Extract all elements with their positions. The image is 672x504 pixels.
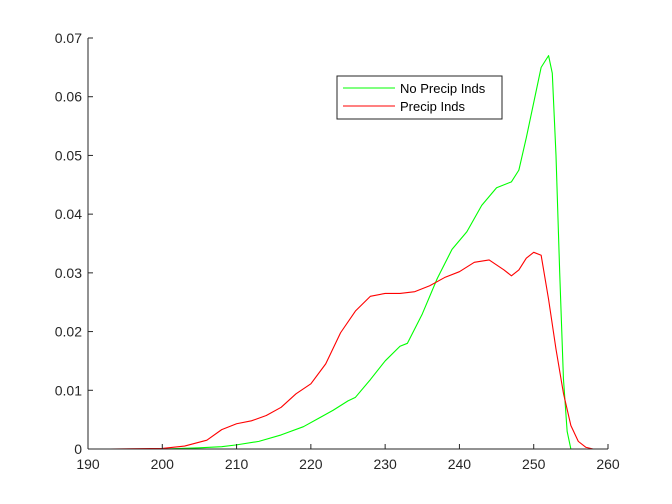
y-tick-label: 0.07	[55, 30, 82, 46]
x-tick-label: 230	[373, 456, 397, 472]
x-tick-label: 210	[225, 456, 249, 472]
legend-label: Precip Inds	[400, 99, 466, 114]
series-line-precip-inds	[110, 251, 594, 450]
y-tick-label: 0.03	[55, 265, 82, 281]
y-tick-label: 0.02	[55, 324, 82, 340]
y-tick-label: 0	[74, 441, 82, 457]
y-tick-label: 0.05	[55, 147, 82, 163]
y-tick-label: 0.06	[55, 89, 82, 105]
x-tick-label: 200	[151, 456, 175, 472]
x-tick-label: 190	[76, 456, 100, 472]
legend-label: No Precip Inds	[400, 81, 486, 96]
x-tick-label: 220	[299, 456, 323, 472]
y-tick-label: 0.04	[55, 206, 82, 222]
legend-box	[336, 75, 503, 120]
x-tick-label: 250	[522, 456, 546, 472]
series-line-no-precip-inds	[162, 55, 572, 450]
series-layer	[110, 55, 594, 450]
legend: No Precip Inds Precip Inds	[336, 75, 503, 120]
x-tick-label: 240	[448, 456, 472, 472]
x-tick-label: 260	[596, 456, 620, 472]
axes-layer: 190 200 210 220 230 240 250 260 0 0.01 0.02 0.03 0.0…	[55, 30, 620, 472]
y-tick-label: 0.01	[55, 382, 82, 398]
